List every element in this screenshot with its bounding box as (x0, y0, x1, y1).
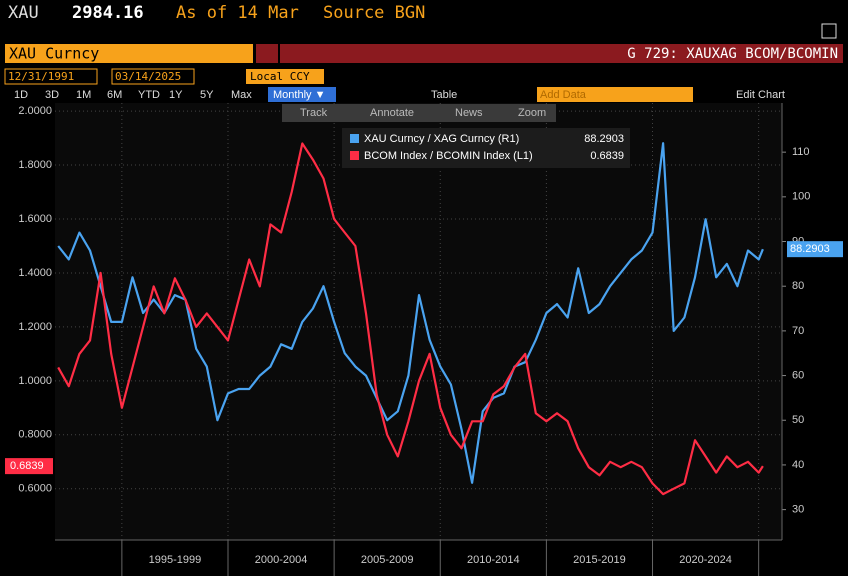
last-value-label: 0.6839 (10, 460, 44, 472)
currency-field[interactable] (246, 69, 324, 84)
table-button[interactable]: Table (431, 89, 457, 101)
tool-bar (282, 104, 556, 122)
x-period-label: 2005-2009 (361, 554, 414, 566)
chart-name: G 729: XAUXAG BCOM/BCOMIN (627, 46, 838, 62)
start-date: 12/31/1991 (8, 70, 74, 83)
ticker: XAU (8, 3, 39, 23)
start-date-field[interactable] (4, 68, 98, 85)
range-button[interactable]: 1Y (169, 89, 183, 101)
y2-tick-label: 70 (792, 325, 804, 337)
x-period-label: 1995-1999 (149, 554, 202, 566)
legend-label: BCOM Index / BCOMIN Index (L1) (364, 150, 533, 162)
last-value-tag (5, 458, 53, 475)
tool-button[interactable]: Annotate (370, 107, 414, 119)
add-data: Add Data (540, 89, 587, 101)
end-date: 03/14/2025 (115, 70, 181, 83)
x-period-label: 2020-2024 (679, 554, 732, 566)
range-button[interactable]: Max (231, 89, 252, 101)
y-tick-label: 1.4000 (18, 267, 52, 279)
x-period-label: 2010-2014 (467, 554, 520, 566)
frequency-button[interactable] (268, 87, 336, 102)
legend-swatch (350, 134, 359, 143)
chart: 0.6000 0.8000 1.0000 1.2000 1.4000 1.6000 1.80… (5, 103, 843, 576)
y-tick-label: 1.2000 (18, 321, 52, 333)
range-button[interactable]: YTD (138, 89, 160, 101)
y2-tick-label: 100 (792, 191, 810, 203)
tools: Track Annotate News Zoom (300, 107, 546, 119)
last-value-tag (787, 241, 843, 258)
frequency: Monthly ▼ (273, 89, 325, 101)
range-button[interactable]: 3D (45, 89, 59, 101)
x-period-label: 2015-2019 (573, 554, 626, 566)
source: Source BGN (323, 3, 425, 23)
tool-button[interactable]: Track (300, 107, 328, 119)
as-of: As of 14 Mar (176, 3, 299, 23)
last-value-label: 88.2903 (790, 243, 830, 255)
y-tick-label: 1.8000 (18, 159, 52, 171)
range-buttons: 1D 3D 1M 6M YTD 1Y 5Y Max (14, 89, 252, 101)
y2-tick-label: 110 (792, 146, 810, 158)
tool-button[interactable]: News (455, 107, 483, 119)
y2-tick-label: 50 (792, 414, 804, 426)
tool-button[interactable]: Zoom (518, 107, 546, 119)
legend (342, 128, 630, 168)
range-button[interactable]: 1D (14, 89, 28, 101)
y-tick-label: 1.0000 (18, 375, 52, 387)
range-button[interactable]: 1M (76, 89, 91, 101)
y-tick-label: 0.6000 (18, 483, 52, 495)
add-data-field[interactable] (537, 87, 693, 102)
security-field[interactable] (5, 44, 253, 63)
chart-title-bar (280, 44, 843, 63)
y2-tick-label: 60 (792, 369, 804, 381)
price: 2984.16 (72, 3, 144, 23)
security: XAU Curncy (9, 45, 99, 63)
popout-icon[interactable] (821, 23, 837, 39)
x-period-label: 2000-2004 (255, 554, 308, 566)
legend-value: 0.6839 (590, 150, 624, 162)
legend-label: XAU Curncy / XAG Curncy (R1) (364, 133, 519, 145)
range-button[interactable]: 6M (107, 89, 122, 101)
y2-tick-label: 40 (792, 459, 804, 471)
y2-tick-label: 80 (792, 280, 804, 292)
series-line (57, 142, 764, 496)
edit-chart[interactable]: Edit Chart (736, 89, 785, 101)
plot-area (55, 103, 782, 540)
legend-value: 88.2903 (584, 133, 624, 145)
dropdown-button[interactable] (256, 44, 278, 63)
currency: Local CCY (250, 70, 310, 83)
y-tick-label: 1.6000 (18, 213, 52, 225)
series-line (57, 142, 764, 484)
y-tick-label: 2.0000 (18, 105, 52, 117)
range-button[interactable]: 5Y (200, 89, 214, 101)
legend-swatch (350, 151, 359, 160)
y-tick-label: 0.8000 (18, 429, 52, 441)
end-date-field[interactable] (111, 68, 195, 85)
y2-tick-label: 30 (792, 504, 804, 516)
